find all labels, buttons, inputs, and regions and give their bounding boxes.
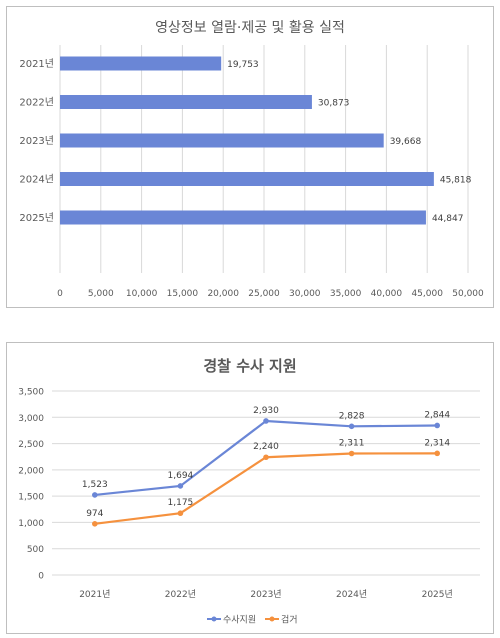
data-point — [348, 423, 355, 430]
y-tick-label: 2022년 — [19, 97, 54, 109]
x-tick-label: 30,000 — [289, 289, 321, 299]
x-tick-label: 5,000 — [88, 289, 114, 299]
x-tick-label: 2025년 — [422, 589, 453, 600]
data-point — [263, 418, 269, 424]
x-tick-label: 0 — [57, 289, 63, 299]
bar-value-label: 45,818 — [440, 176, 472, 186]
y-tick-label: 1,500 — [18, 493, 44, 503]
y-tick-label: 2023년 — [19, 135, 54, 147]
line-chart-panel: 경찰 수사 지원 0 500 1,000 1,500 2,000 2,500 3,000 3,… — [6, 342, 494, 634]
line-chart: 0 500 1,000 1,500 2,000 2,500 3,000 3,500 2021년 2… — [18, 388, 480, 626]
data-point — [177, 510, 184, 517]
legend-label: 수사지원 — [223, 615, 256, 626]
bar-value-label: 44,847 — [432, 214, 464, 224]
bar — [60, 95, 312, 109]
data-label: 2,844 — [424, 410, 450, 420]
data-point — [92, 520, 98, 527]
bar-chart-title: 영상정보 열람·제공 및 활용 실적 — [155, 20, 345, 36]
data-point — [92, 492, 98, 498]
legend-marker — [211, 616, 217, 622]
bar-value-label: 30,873 — [318, 99, 350, 109]
data-label: 2,314 — [424, 438, 450, 448]
x-tick-label: 10,000 — [126, 289, 158, 299]
x-tick-label: 25,000 — [248, 289, 280, 299]
x-tick-label: 15,000 — [167, 289, 199, 299]
bar-value-label: 19,753 — [227, 60, 259, 70]
y-tick-label: 0 — [38, 572, 44, 582]
data-label: 1,175 — [168, 498, 194, 508]
bar — [60, 210, 426, 225]
y-tick-label: 3,500 — [18, 388, 44, 398]
bar — [60, 172, 434, 186]
y-tick-label: 2,000 — [18, 466, 44, 476]
bar-chart-panel: 영상정보 열람·제공 및 활용 실적 0 5,000 10,000 15,000 20,… — [6, 6, 494, 308]
y-tick-label: 3,000 — [18, 414, 44, 424]
data-point — [177, 483, 184, 489]
legend-marker — [269, 616, 275, 622]
data-point — [348, 450, 355, 457]
bar — [60, 56, 222, 71]
bar-chart: 0 5,000 10,000 15,000 20,000 25,000 30,000 35,0… — [19, 45, 484, 299]
data-label: 2,828 — [339, 411, 365, 421]
x-tick-label: 2023년 — [250, 589, 281, 600]
data-point — [434, 422, 441, 429]
y-tick-label: 500 — [27, 545, 44, 555]
data-label: 2,240 — [253, 442, 279, 452]
data-label: 2,930 — [253, 406, 279, 416]
data-label: 2,311 — [339, 439, 365, 449]
y-tick-label: 2021년 — [19, 58, 54, 70]
x-tick-label: 50,000 — [452, 289, 484, 299]
y-tick-label: 2024년 — [19, 174, 54, 186]
y-tick-label: 1,000 — [18, 519, 44, 529]
y-tick-label: 2,500 — [18, 440, 44, 450]
bar — [60, 133, 384, 148]
y-tick-label: 2025년 — [19, 212, 54, 224]
bar-value-label: 39,668 — [390, 137, 422, 147]
x-tick-label: 2022년 — [165, 589, 196, 600]
line-chart-title: 경찰 수사 지원 — [203, 357, 297, 375]
data-point — [263, 454, 269, 461]
x-tick-label: 35,000 — [330, 289, 362, 299]
x-tick-label: 40,000 — [371, 289, 403, 299]
x-tick-label: 45,000 — [411, 289, 443, 299]
data-label: 1,523 — [82, 480, 108, 490]
x-tick-label: 20,000 — [207, 289, 239, 299]
data-label: 974 — [86, 509, 103, 519]
data-label: 1,694 — [168, 471, 194, 481]
x-tick-label: 2021년 — [79, 589, 110, 600]
x-tick-label: 2024년 — [336, 589, 367, 600]
data-point — [434, 450, 441, 457]
legend-label: 검거 — [281, 614, 298, 626]
